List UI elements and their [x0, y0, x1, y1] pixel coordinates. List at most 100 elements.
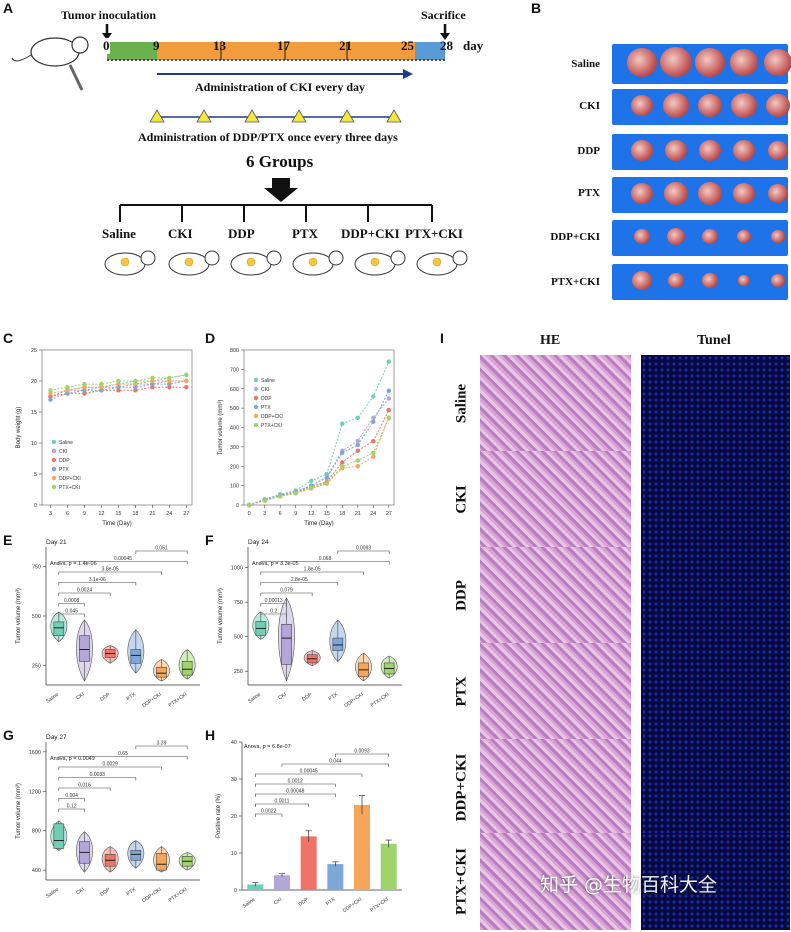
y-tick-label: 500	[230, 406, 239, 412]
data-point	[340, 450, 345, 455]
y-tick-label: 0	[34, 503, 37, 509]
y-tick-label: 250	[32, 663, 41, 669]
group-ddp: DDP	[228, 226, 255, 241]
legend-marker	[253, 422, 259, 428]
chart-day24: Day 24 250 500 750 1000 Tumor volume (mm³) Ano…	[218, 539, 402, 709]
p-value-label: 0.0093	[354, 749, 370, 755]
data-point	[340, 421, 345, 426]
tumor-sample	[663, 93, 689, 118]
x-tick-label: CKI	[277, 692, 287, 702]
significance-bracket	[58, 592, 111, 596]
y-tick-label: 1600	[29, 750, 41, 756]
x-tick-label: 24	[370, 511, 376, 517]
box	[79, 635, 90, 662]
plot-frame	[41, 349, 193, 506]
p-value-label: 3.8e-05	[102, 567, 119, 573]
data-point	[65, 391, 70, 396]
ddp-admin-label: Administration of DDP/PTX once every thr…	[138, 130, 398, 144]
x-tick-label: 27	[386, 511, 392, 517]
significance-bracket	[58, 808, 85, 812]
tumor-row-label-cki: CKI	[579, 100, 600, 112]
p-value-label: 3.1e-06	[89, 577, 106, 583]
legend-label: PTX	[261, 405, 271, 411]
tumor-row-label-saline: Saline	[571, 58, 600, 70]
he-image	[480, 355, 631, 452]
y-tick-label: 0	[236, 503, 239, 509]
box	[156, 666, 167, 678]
y-tick-label: 200	[230, 464, 239, 470]
box	[53, 621, 65, 637]
x-tick-label: CKI	[75, 692, 85, 702]
x-tick-label: 6	[279, 511, 282, 517]
group-cki: CKI	[168, 226, 193, 241]
chart-title: Day 21	[46, 539, 67, 546]
x-tick-label: PTX	[126, 691, 138, 702]
x-tick-label: 3	[49, 511, 52, 517]
p-value-label: 0.079	[280, 588, 293, 594]
tumor-sample	[766, 94, 790, 117]
tumor-row-label-ptx-cki: PTX+CKI	[550, 276, 600, 288]
legend-label: CKI	[59, 449, 67, 455]
y-axis-label: Body weight (g)	[16, 407, 22, 449]
y-axis-label: Tumor volume (mm³)	[218, 400, 224, 456]
x-tick-label: 0	[248, 511, 251, 517]
data-point	[150, 375, 155, 381]
tumor-sample	[733, 140, 755, 161]
legend-label: CKI	[261, 387, 269, 393]
data-point	[371, 419, 376, 424]
panel-f-label: F	[205, 532, 214, 548]
panel-d-label: D	[205, 330, 216, 346]
p-value-label: 0.0011	[275, 799, 290, 805]
tick-0: 0	[103, 38, 110, 54]
bar	[300, 836, 317, 890]
significance-bracket	[255, 783, 336, 787]
tumor-sample	[695, 48, 725, 77]
data-point	[386, 407, 392, 413]
data-point	[386, 388, 392, 393]
y-tick-label: 800	[230, 348, 239, 354]
x-tick-label: Saline	[45, 887, 60, 900]
y-tick-label: 1000	[231, 566, 243, 572]
data-point	[167, 381, 172, 387]
legend-marker	[253, 404, 259, 410]
groups-title: 6 Groups	[246, 152, 314, 171]
tumor-row-label-ddp: DDP	[577, 145, 600, 157]
p-value-label: 0.0024	[77, 588, 93, 594]
tumor-sample	[764, 49, 791, 76]
significance-bracket	[335, 753, 389, 757]
x-tick-label: DDP+CKI	[141, 692, 162, 709]
significance-bracket	[135, 550, 188, 554]
data-point	[355, 438, 360, 444]
p-value-label: 0.00045	[114, 556, 132, 562]
data-point	[386, 359, 392, 364]
x-tick-label: DDP	[99, 886, 112, 897]
significance-bracket	[260, 571, 364, 575]
data-point	[65, 388, 70, 393]
tumor-row-label-ptx: PTX	[578, 187, 600, 199]
data-point	[150, 385, 155, 390]
chart-tumor-volume-time: 0 3 6 9 12 15 18 21 24 27 0 100 200 300 400 500 600 700 80…	[218, 348, 395, 527]
x-tick-label: CKI	[273, 897, 283, 907]
panel-i-label: I	[440, 330, 444, 346]
y-tick-label: 30	[231, 777, 237, 783]
histo-row-label: PTX	[453, 676, 470, 707]
data-point	[355, 415, 360, 421]
y-tick-label: 700	[230, 367, 239, 373]
data-point	[355, 448, 360, 453]
data-point	[340, 464, 345, 469]
tumor-sample	[698, 94, 722, 117]
timeline-figure	[11, 24, 468, 276]
legend-marker	[51, 466, 57, 472]
y-axis-label: Tumor volume (mm³)	[218, 588, 224, 644]
tick-21: 21	[339, 38, 352, 53]
tumor-inoculation-label: Tumor inoculation	[61, 8, 157, 22]
significance-bracket	[58, 766, 162, 770]
group-saline: Saline	[102, 226, 136, 241]
x-tick-label: DDP	[301, 691, 314, 702]
p-value-label: 0.00013	[265, 598, 283, 604]
tumor-sample	[631, 140, 653, 161]
data-point	[48, 388, 53, 393]
histo-row-label: DDP+CKI	[453, 753, 470, 822]
p-value-label: 0.004	[65, 793, 78, 799]
tunel-image	[641, 739, 790, 836]
